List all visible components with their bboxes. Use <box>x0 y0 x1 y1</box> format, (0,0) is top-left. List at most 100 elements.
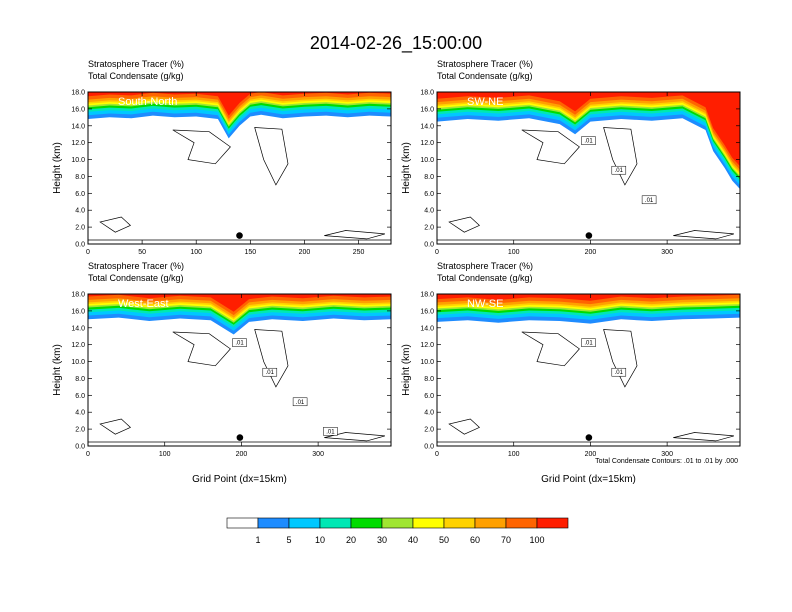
y-tick-label: 0.0 <box>424 242 434 249</box>
panels: South-North Stratosphere Tracer (%) Total … <box>52 59 741 485</box>
y-tick-label: 2.0 <box>424 427 434 434</box>
contour-line-3 <box>448 216 481 233</box>
y-tick-label: 12.0 <box>71 342 85 349</box>
colorbar-box-8 <box>443 517 476 529</box>
contour-line-2 <box>603 329 638 388</box>
colorbar-label: 100 <box>529 535 544 545</box>
contour-line-1 <box>172 331 231 367</box>
contour-label: .01 <box>615 370 624 376</box>
colorbar-box-5 <box>350 517 383 529</box>
location-marker <box>585 232 593 239</box>
x-tick-label: 250 <box>353 249 365 256</box>
contour-line-2 <box>254 127 289 186</box>
plot-frame <box>87 293 392 447</box>
y-tick-label: 10.0 <box>420 157 434 164</box>
tracer-shading <box>88 294 391 335</box>
y-tick-label: 12.0 <box>420 140 434 147</box>
x-tick-label: 200 <box>299 249 311 256</box>
contour-line-1 <box>521 331 580 367</box>
colorbar-box-11 <box>536 517 569 529</box>
x-tick-label: 100 <box>508 451 520 458</box>
y-tick-label: 8.0 <box>424 174 434 181</box>
panel-nw-se: .01 .01 NW-SE Stratosphere Tracer (%) Total … <box>401 261 741 485</box>
condensate-contours <box>88 127 391 241</box>
plot-frame <box>436 91 741 245</box>
y-tick-label: 16.0 <box>420 308 434 315</box>
y-tick-label: 18.0 <box>71 90 85 97</box>
contour-label-box <box>292 397 308 407</box>
x-tick-label: 100 <box>508 249 520 256</box>
panel-tag: West-East <box>118 298 169 310</box>
panel-title-line: Total Condensate (g/kg) <box>437 71 533 81</box>
location-marker <box>585 434 593 441</box>
y-tick-label: 4.0 <box>75 410 85 417</box>
y-tick-label: 4.0 <box>75 208 85 215</box>
colorbar-label: 20 <box>346 535 356 545</box>
contour-label-box <box>581 338 596 347</box>
colorbar-label: 1 <box>255 535 260 545</box>
tracer-band-10 <box>437 294 740 301</box>
y-axis-label: Height (km) <box>52 344 63 396</box>
contour-label: .01 <box>645 198 654 204</box>
y-tick-label: 10.0 <box>71 157 85 164</box>
panel-title-line: Total Condensate (g/kg) <box>437 273 533 283</box>
y-tick-label: 12.0 <box>71 140 85 147</box>
contour-line-4 <box>324 230 385 240</box>
contour-label: .01 <box>326 429 335 435</box>
x-tick-label: 300 <box>661 451 673 458</box>
x-tick-label: 200 <box>236 451 248 458</box>
y-axis-label: Height (km) <box>401 344 412 396</box>
y-tick-label: 16.0 <box>71 106 85 113</box>
contour-line-3 <box>99 216 132 233</box>
contour-line-2 <box>603 127 638 186</box>
x-tick-label: 150 <box>244 249 256 256</box>
contour-line-1 <box>521 129 580 165</box>
colorbar-box-1 <box>226 517 259 529</box>
colorbar-box-10 <box>505 517 538 529</box>
condensate-contours <box>437 329 740 443</box>
colorbar-box-2 <box>257 517 290 529</box>
y-tick-label: 8.0 <box>75 174 85 181</box>
contour-label-box <box>323 427 338 436</box>
contour-label: .01 <box>584 341 593 347</box>
colorbar-label: 70 <box>501 535 511 545</box>
y-tick-label: 2.0 <box>75 427 85 434</box>
contour-line-3 <box>99 418 132 435</box>
y-tick-label: 10.0 <box>420 359 434 366</box>
panel-title-line: Stratosphere Tracer (%) <box>88 261 184 271</box>
tracer-band-10 <box>88 294 391 312</box>
tracer-band-1 <box>437 92 740 190</box>
panel-west-east: .01 .01 .01 .01 West-East Stratosphere Tracer… <box>52 261 392 485</box>
contour-line-4 <box>324 432 385 442</box>
colorbar-box-7 <box>412 517 445 529</box>
x-tick-label: 50 <box>138 249 146 256</box>
contour-label: .01 <box>615 168 624 174</box>
contour-label-box <box>581 136 596 145</box>
contour-label: .01 <box>235 341 244 347</box>
panel-south-north: South-North Stratosphere Tracer (%) Total … <box>52 59 392 256</box>
y-tick-label: 2.0 <box>75 225 85 232</box>
y-tick-label: 8.0 <box>75 376 85 383</box>
x-axis-label: Grid Point (dx=15km) <box>192 474 287 485</box>
contour-line-2 <box>254 329 289 388</box>
x-tick-label: 0 <box>86 249 90 256</box>
colorbar-label: 60 <box>470 535 480 545</box>
x-tick-label: 200 <box>585 451 597 458</box>
panel-title-line: Stratosphere Tracer (%) <box>88 59 184 69</box>
colorbar-label: 30 <box>377 535 387 545</box>
y-tick-label: 4.0 <box>424 410 434 417</box>
condensate-contours <box>88 329 391 443</box>
panel-title-line: Stratosphere Tracer (%) <box>437 261 533 271</box>
panel-title-line: Stratosphere Tracer (%) <box>437 59 533 69</box>
y-tick-label: 12.0 <box>420 342 434 349</box>
contour-label: .01 <box>266 370 275 376</box>
y-axis-label: Height (km) <box>52 142 63 194</box>
y-tick-label: 16.0 <box>71 308 85 315</box>
location-marker <box>236 232 243 239</box>
plot-frame <box>87 91 392 245</box>
y-tick-label: 18.0 <box>420 90 434 97</box>
tracer-band-9 <box>88 92 391 119</box>
y-tick-label: 6.0 <box>424 191 434 198</box>
contour-label: .01 <box>296 400 305 406</box>
y-tick-label: 6.0 <box>75 191 85 198</box>
